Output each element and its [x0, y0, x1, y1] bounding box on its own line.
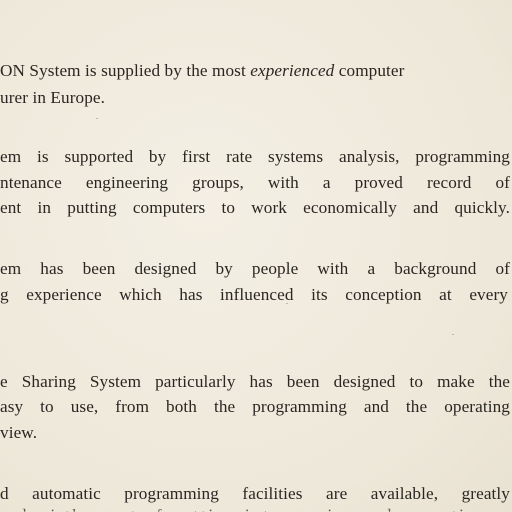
text-line: asy to use, from both the programming an…	[0, 396, 510, 418]
text-line: view.	[0, 422, 37, 444]
text-line: d automatic programming facilities are a…	[0, 483, 510, 505]
text-line: ent in putting computers to work economi…	[0, 197, 510, 219]
cropped-text-line: reduci the cost of putting into service …	[0, 505, 489, 512]
text-line: ON System is supplied by the most experi…	[0, 60, 404, 82]
text-segment: ON System is supplied by the most	[0, 61, 250, 80]
text-line: g experience which has influenced its co…	[0, 284, 508, 306]
paper-speck	[286, 303, 288, 304]
emphasis-text: experienced	[250, 61, 334, 80]
paper-speck	[96, 118, 98, 119]
text-line: e Sharing System particularly has been d…	[0, 371, 510, 393]
text-line: ntenance engineering groups, with a prov…	[0, 172, 510, 194]
text-line: urer in Europe.	[0, 87, 105, 109]
paper-speck	[452, 334, 454, 335]
text-segment: computer	[334, 61, 404, 80]
text-line: em is supported by first rate systems an…	[0, 146, 510, 168]
text-line: em has been designed by people with a ba…	[0, 258, 510, 280]
